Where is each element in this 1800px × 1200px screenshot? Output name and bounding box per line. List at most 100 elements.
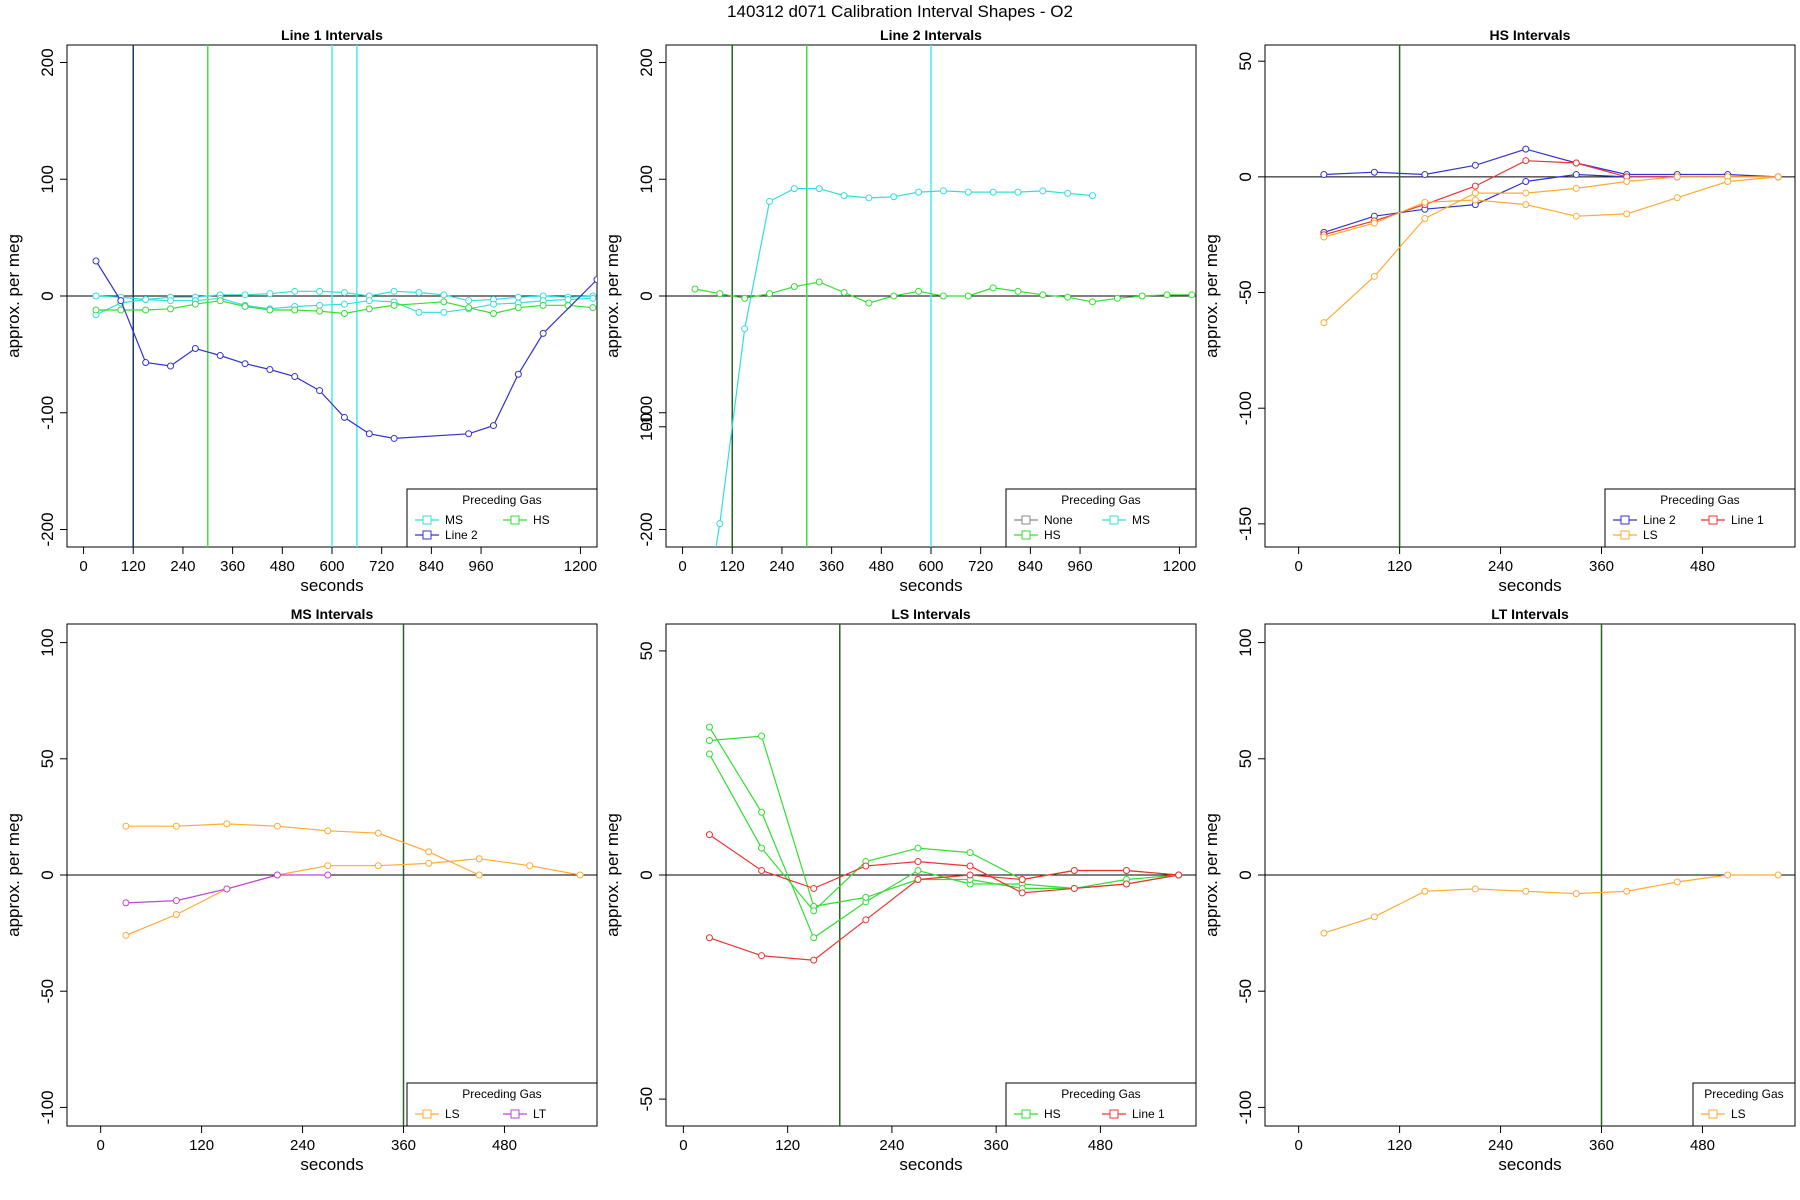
series-line: [708, 753, 1179, 912]
data-point: [440, 308, 448, 316]
data-point: [539, 329, 547, 337]
data-point: [1724, 871, 1732, 879]
data-point: [390, 287, 398, 295]
data-point: [705, 934, 713, 942]
data-point: [465, 304, 473, 312]
data-point: [766, 290, 774, 298]
y-tick-label: 50: [1236, 749, 1255, 768]
data-point: [92, 292, 100, 300]
y-tick-label: -50: [38, 979, 57, 1004]
legend-item-label: MS: [1132, 513, 1150, 527]
y-tick-label: 50: [38, 749, 57, 768]
x-tick-label: 480: [1690, 558, 1715, 575]
plot-area: [1265, 624, 1795, 1126]
data-point: [216, 297, 224, 305]
legend-swatch-marker: [1620, 530, 1630, 540]
data-point: [365, 430, 373, 438]
data-point: [92, 257, 100, 265]
data-point: [425, 859, 433, 867]
x-tick-label: 360: [1589, 558, 1614, 575]
legend-box: [406, 488, 598, 548]
data-point: [191, 300, 199, 308]
legend-item-label: HS: [1044, 1107, 1061, 1121]
series-line: [1323, 148, 1779, 178]
plot-frame: [1264, 44, 1796, 548]
data-point: [840, 288, 848, 296]
data-point: [1088, 298, 1096, 306]
data-point: [1064, 189, 1072, 197]
data-point: [810, 934, 818, 942]
data-point: [989, 188, 997, 196]
x-tick-label: 360: [1589, 1137, 1614, 1154]
data-point: [865, 299, 873, 307]
data-point: [142, 306, 150, 314]
data-point: [966, 871, 974, 879]
series-line: [1323, 874, 1779, 934]
data-point: [705, 737, 713, 745]
data-point: [475, 871, 483, 879]
legend-title: Preceding Gas: [1061, 493, 1140, 507]
data-point: [1774, 173, 1782, 181]
x-tick-label: 1200: [1163, 558, 1196, 575]
data-point: [117, 306, 125, 314]
plot-area: [1265, 45, 1795, 547]
data-point: [1014, 188, 1022, 196]
data-point: [815, 278, 823, 286]
data-point: [966, 849, 974, 857]
y-tick-label: 100: [637, 413, 656, 441]
data-point: [1471, 196, 1479, 204]
legend-item-label: Line 2: [1643, 513, 1676, 527]
chart-title: Line 1 Intervals: [281, 27, 383, 43]
page-title: 140312 d071 Calibration Interval Shapes …: [727, 2, 1073, 21]
y-axis-label: approx. per meg: [603, 234, 622, 358]
data-point: [1623, 210, 1631, 218]
data-point: [142, 359, 150, 367]
chart-5: LS Intervals 0 120 240 360 480 seconds -50 0 50 10…: [603, 413, 1197, 1174]
data-point: [1522, 177, 1530, 185]
y-tick-label: 200: [637, 48, 656, 76]
data-point: [1122, 880, 1130, 888]
x-tick-label: 120: [775, 1137, 800, 1154]
plot-area: [67, 624, 597, 1126]
chart-2: Line 2 Intervals 0 120 240 360 480 600 720 840 96…: [603, 27, 1197, 595]
legend-swatch-marker: [1021, 515, 1031, 525]
series-line: [1323, 176, 1779, 324]
data-point: [766, 197, 774, 205]
data-point: [191, 345, 199, 353]
series-line: [125, 823, 480, 876]
data-point: [576, 871, 584, 879]
x-tick-label: 960: [469, 558, 494, 575]
x-tick-label: 840: [419, 558, 444, 575]
data-point: [489, 422, 497, 430]
data-point: [790, 283, 798, 291]
data-point: [1673, 173, 1681, 181]
chart-title: LT Intervals: [1491, 606, 1569, 622]
data-point: [1320, 319, 1328, 327]
data-point: [840, 192, 848, 200]
data-point: [526, 862, 534, 870]
data-point: [390, 301, 398, 309]
data-point: [266, 290, 274, 298]
series-line: [96, 300, 593, 315]
data-point: [890, 292, 898, 300]
legend-item-label: LT: [533, 1107, 547, 1121]
x-tick-label: 120: [189, 1137, 214, 1154]
data-point: [223, 820, 231, 828]
data-point: [810, 907, 818, 915]
data-point: [1673, 878, 1681, 886]
series-line: [1323, 173, 1779, 233]
legend: Preceding Gas MS HS Line 2: [406, 488, 598, 548]
y-tick-label: 0: [38, 870, 57, 879]
data-point: [741, 294, 749, 302]
data-point: [1064, 293, 1072, 301]
data-point: [1522, 887, 1530, 895]
legend-box: [1604, 488, 1796, 548]
legend-title: Preceding Gas: [1704, 1087, 1783, 1101]
data-point: [741, 325, 749, 333]
data-point: [1471, 182, 1479, 190]
x-tick-label: 720: [968, 558, 993, 575]
y-axis-label: approx. per meg: [603, 813, 622, 937]
plot-area: [666, 45, 1196, 547]
